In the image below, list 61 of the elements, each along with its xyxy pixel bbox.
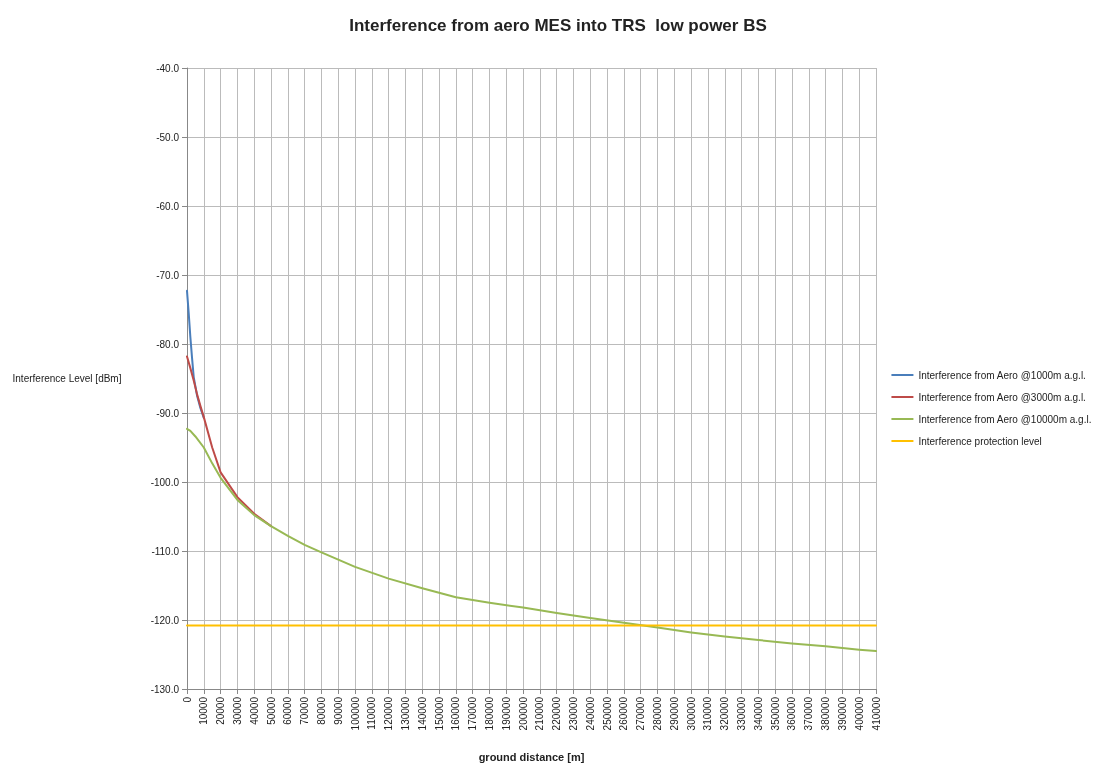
x-tick-label: 250000	[601, 696, 613, 731]
x-tick-label: 300000	[685, 696, 697, 731]
x-tick-label: 110000	[366, 696, 378, 730]
legend-label: Interference protection level	[918, 435, 1042, 447]
x-tick-label: 60000	[282, 696, 294, 725]
x-tick-label: 40000	[248, 696, 260, 725]
x-tick-label: 380000	[820, 696, 832, 731]
x-tick-label: 220000	[551, 696, 563, 731]
x-tick-label: 90000	[332, 696, 344, 725]
x-tick-label: 310000	[702, 696, 714, 731]
x-tick-label: 0	[181, 696, 193, 703]
y-tick-label: -130.0	[150, 683, 180, 695]
x-tick-label: 140000	[416, 696, 428, 731]
x-tick-label: 370000	[803, 696, 815, 731]
y-tick-label: -60.0	[156, 200, 180, 212]
x-tick-label: 340000	[752, 696, 764, 731]
chart-title: Interference from aero MES into TRS low power BS	[349, 16, 767, 35]
x-tick-label: 150000	[433, 696, 445, 731]
x-tick-label: 200000	[517, 696, 529, 731]
x-tick-label: 10000	[198, 696, 210, 725]
legend-label: Interference from Aero @1000m a.g.l.	[918, 369, 1086, 381]
y-tick-label: -120.0	[150, 614, 180, 626]
x-tick-label: 30000	[231, 696, 243, 725]
x-tick-label: 170000	[467, 696, 479, 731]
y-tick-label: -70.0	[156, 269, 180, 281]
x-tick-label: 190000	[500, 696, 512, 731]
x-tick-label: 330000	[736, 696, 748, 731]
x-tick-label: 50000	[265, 696, 277, 725]
x-tick-label: 180000	[483, 696, 495, 731]
x-tick-label: 120000	[383, 696, 395, 731]
legend-label: Interference from Aero @3000m a.g.l.	[918, 391, 1086, 403]
y-axis-title: Interference Level [dBm]	[12, 373, 122, 384]
x-axis-title: ground distance [m]	[478, 750, 585, 763]
x-tick-label: 70000	[299, 696, 311, 725]
x-tick-label: 260000	[618, 696, 630, 731]
y-tick-label: -80.0	[156, 338, 180, 350]
x-tick-label: 270000	[635, 696, 647, 731]
x-tick-label: 280000	[652, 696, 664, 731]
legend-label: Interference from Aero @10000m a.g.l.	[918, 413, 1092, 425]
y-tick-label: -110.0	[151, 545, 180, 557]
y-tick-label: -90.0	[156, 407, 180, 419]
x-tick-label: 400000	[853, 696, 865, 731]
y-tick-label: -100.0	[150, 476, 180, 488]
x-tick-label: 210000	[534, 696, 546, 731]
line-series	[186, 289, 205, 419]
x-tick-label: 290000	[668, 696, 680, 731]
x-tick-label: 160000	[450, 696, 462, 731]
x-tick-label: 230000	[568, 696, 580, 731]
x-tick-label: 80000	[315, 696, 327, 725]
x-tick-label: 320000	[719, 696, 731, 731]
x-tick-label: 350000	[769, 696, 781, 731]
x-tick-label: 410000	[870, 696, 882, 731]
x-tick-label: 130000	[399, 696, 411, 731]
x-tick-label: 390000	[836, 696, 848, 731]
x-tick-label: 100000	[349, 696, 361, 731]
x-tick-label: 360000	[786, 696, 798, 731]
x-tick-label: 240000	[584, 696, 596, 731]
y-tick-label: -40.0	[156, 62, 180, 74]
line-series	[186, 427, 877, 653]
x-tick-label: 20000	[215, 696, 227, 725]
y-tick-label: -50.0	[156, 131, 180, 143]
